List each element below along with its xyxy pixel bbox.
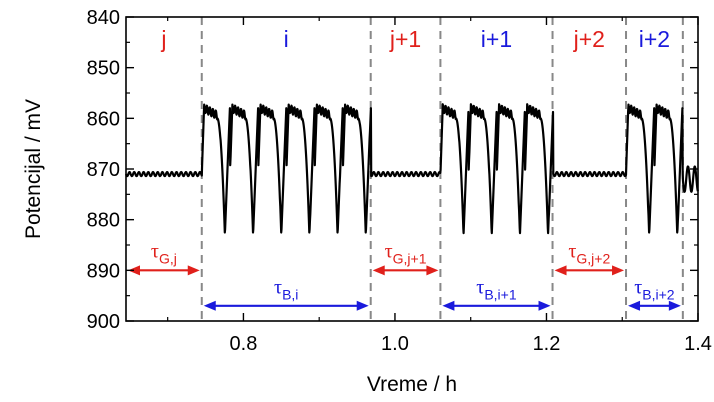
arrow-head-right xyxy=(187,265,200,276)
arrow-head-right xyxy=(668,300,681,311)
duration-arrows: τG,jτB,iτG,j+1τB,i+1τG,j+2τB,i+2 xyxy=(128,241,681,311)
tau-subscript: G,j xyxy=(159,251,177,267)
arrow-head-right xyxy=(538,300,551,311)
tau-subscript: B,i+2 xyxy=(642,287,675,303)
tau-subscript: B,i xyxy=(282,287,298,303)
segment-label: i xyxy=(284,26,289,52)
tau-symbol: τ xyxy=(568,241,576,263)
y-axis-title: Potencijal / mV xyxy=(22,99,45,239)
segment-label: i+2 xyxy=(639,26,670,52)
y-tick-label: 890 xyxy=(87,260,120,282)
x-tick-label: 1.0 xyxy=(381,333,409,355)
duration-label: τB,i xyxy=(274,277,298,303)
y-tick-label: 900 xyxy=(87,311,120,333)
segment-label: i+1 xyxy=(481,26,512,52)
segment-label: j xyxy=(160,26,166,52)
tau-symbol: τ xyxy=(385,241,393,263)
tau-symbol: τ xyxy=(476,277,484,299)
plot-frame xyxy=(125,16,699,322)
y-tick-label: 870 xyxy=(87,159,120,181)
arrow-head-left xyxy=(442,300,455,311)
duration-label: τB,i+1 xyxy=(476,277,517,303)
duration-label: τG,j xyxy=(151,241,177,267)
x-axis-title: Vreme / h xyxy=(367,373,457,396)
axis-ticks: 840 850 860 870 880 890 900 0.8 1.0 1.2 1.4 xyxy=(87,7,712,355)
y-tick-label: 840 xyxy=(87,7,120,29)
tau-subscript: G,j+1 xyxy=(393,251,427,267)
x-tick-label: 1.2 xyxy=(533,333,561,355)
arrow-head-left xyxy=(372,265,385,276)
segment-label: j+2 xyxy=(573,26,605,52)
arrow-head-left xyxy=(554,265,567,276)
arrow-head-right xyxy=(426,265,439,276)
arrow-head-right xyxy=(356,300,369,311)
arrow-head-right xyxy=(612,265,625,276)
y-tick-label: 880 xyxy=(87,210,120,232)
segment-label: j+1 xyxy=(389,26,421,52)
y-tick-label: 850 xyxy=(87,58,120,80)
potential-line xyxy=(124,103,699,235)
arrow-head-left xyxy=(203,300,216,311)
tau-symbol: τ xyxy=(151,241,159,263)
tau-symbol: τ xyxy=(634,277,642,299)
arrow-head-left xyxy=(628,300,641,311)
tau-symbol: τ xyxy=(274,277,282,299)
tau-subscript: G,j+2 xyxy=(576,251,610,267)
duration-label: τG,j+1 xyxy=(385,241,427,267)
x-tick-label: 1.4 xyxy=(684,333,712,355)
y-tick-label: 860 xyxy=(87,108,120,130)
segment-dividers xyxy=(200,17,684,321)
segment-labels: j i j+1 i+1 j+2 i+2 xyxy=(160,26,670,52)
duration-label: τG,j+2 xyxy=(568,241,610,267)
duration-label: τB,i+2 xyxy=(634,277,675,303)
tau-subscript: B,i+1 xyxy=(484,287,517,303)
x-tick-label: 0.8 xyxy=(230,333,258,355)
potential-trace xyxy=(124,103,699,235)
